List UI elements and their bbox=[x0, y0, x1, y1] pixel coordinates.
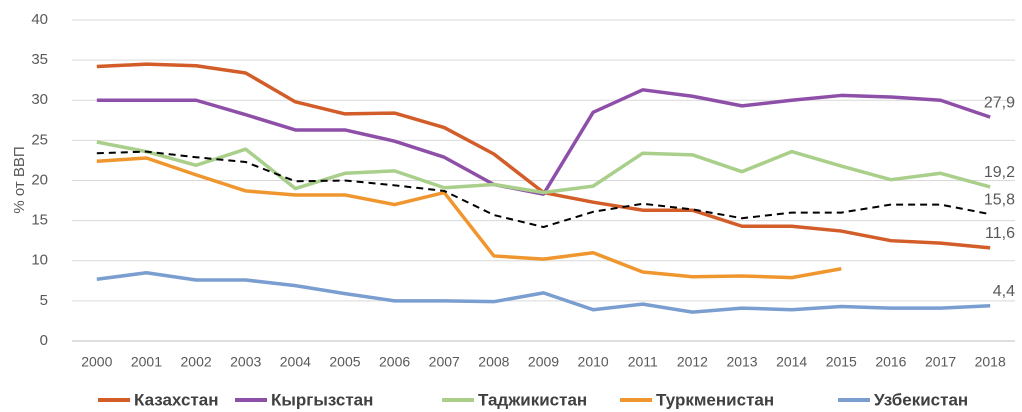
series-line bbox=[96, 156, 842, 280]
y-tick-label: 0 bbox=[40, 332, 48, 349]
x-tick-label: 2010 bbox=[578, 354, 609, 370]
y-tick-label: 30 bbox=[31, 91, 48, 108]
legend-label: Узбекистан bbox=[874, 390, 968, 409]
legend-label: Туркменистан bbox=[656, 390, 774, 409]
x-tick-label: 2016 bbox=[875, 354, 906, 370]
x-tick-label: 2007 bbox=[429, 354, 460, 370]
x-tick-label: 2009 bbox=[528, 354, 559, 370]
x-tick-label: 2013 bbox=[726, 354, 757, 370]
data-label: 15,8 bbox=[984, 191, 1015, 208]
legend-label: Кыргызстан bbox=[271, 390, 373, 409]
legend-label: Таджикистан bbox=[478, 390, 587, 409]
series-line bbox=[96, 150, 991, 229]
x-tick-label: 2015 bbox=[826, 354, 857, 370]
x-tick-label: 2011 bbox=[628, 354, 658, 370]
data-label: 27,9 bbox=[984, 94, 1015, 111]
y-axis-label: % от ВВП bbox=[11, 146, 28, 213]
y-tick-label: 15 bbox=[31, 212, 48, 229]
series-line bbox=[96, 271, 991, 314]
y-tick-label: 10 bbox=[31, 252, 48, 269]
x-tick-label: 2012 bbox=[677, 354, 708, 370]
series-line bbox=[96, 140, 991, 195]
series-line bbox=[96, 88, 991, 196]
y-tick-label: 5 bbox=[40, 292, 48, 309]
x-tick-label: 2005 bbox=[329, 354, 360, 370]
y-tick-label: 35 bbox=[31, 51, 48, 68]
x-tick-label: 2000 bbox=[81, 354, 112, 370]
x-tick-label: 2014 bbox=[776, 354, 807, 370]
x-tick-label: 2003 bbox=[230, 354, 261, 370]
data-label: 4,4 bbox=[993, 283, 1015, 300]
x-tick-label: 2018 bbox=[975, 354, 1006, 370]
y-tick-label: 25 bbox=[31, 131, 48, 148]
x-tick-label: 2001 bbox=[131, 354, 162, 370]
data-label: 19,2 bbox=[984, 164, 1015, 181]
x-tick-label: 2002 bbox=[181, 354, 212, 370]
y-tick-label: 40 bbox=[31, 11, 48, 28]
y-tick-label: 20 bbox=[31, 171, 48, 188]
x-tick-label: 2006 bbox=[379, 354, 410, 370]
data-label: 11,6 bbox=[985, 225, 1015, 242]
x-tick-label: 2017 bbox=[925, 354, 956, 370]
x-tick-label: 2004 bbox=[280, 354, 311, 370]
legend-label: Казахстан bbox=[134, 390, 218, 409]
x-tick-label: 2008 bbox=[478, 354, 509, 370]
